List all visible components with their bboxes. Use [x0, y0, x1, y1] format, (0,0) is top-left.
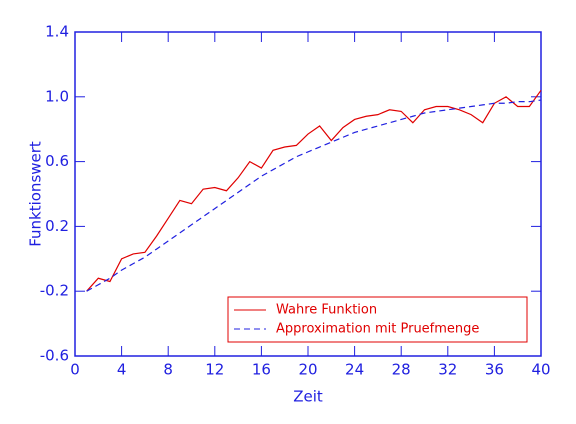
x-tick-label: 0 — [70, 361, 80, 379]
x-tick-label: 4 — [117, 361, 127, 379]
y-tick-label: 0.2 — [45, 217, 69, 235]
y-tick-label: -0.2 — [40, 282, 69, 300]
data-line — [86, 89, 542, 292]
y-tick-label: 1.0 — [45, 87, 69, 105]
x-tick-label: 40 — [531, 361, 550, 379]
x-tick-label: 32 — [438, 361, 457, 379]
legend-box — [227, 296, 528, 343]
x-tick-label: 28 — [392, 361, 411, 379]
legend: Wahre Funktion Approximation mit Pruefmen… — [227, 296, 528, 343]
x-tick-label: 20 — [298, 361, 317, 379]
x-tick-label: 8 — [163, 361, 173, 379]
x-axis-label: Zeit — [293, 388, 323, 406]
data-line — [86, 99, 542, 292]
y-tick-label: -0.6 — [40, 347, 69, 365]
y-tick-label: 1.4 — [45, 23, 69, 41]
x-tick-label: 24 — [345, 361, 364, 379]
x-tick-label: 36 — [485, 361, 504, 379]
x-tick-label: 12 — [205, 361, 224, 379]
y-axis-label: Funktionswert — [27, 141, 45, 247]
legend-label: Wahre Funktion — [276, 303, 377, 318]
legend-label: Approximation mit Pruefmenge — [276, 322, 479, 337]
x-tick-label: 16 — [252, 361, 271, 379]
y-tick-label: 0.6 — [45, 152, 69, 170]
